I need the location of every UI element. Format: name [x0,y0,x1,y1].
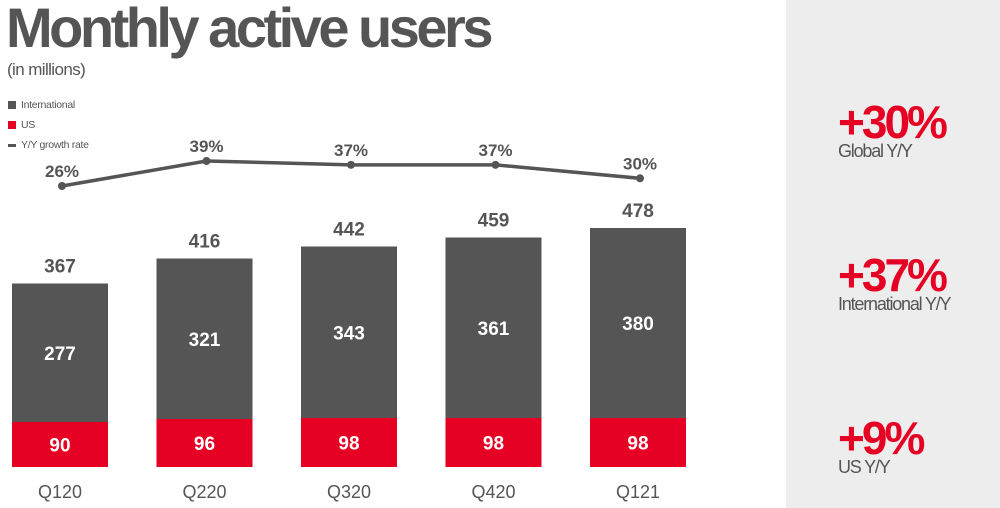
us-swatch-icon [8,121,16,129]
legend-label: Y/Y growth rate [21,139,89,151]
legend-label: US [21,119,35,131]
international-value-label: 380 [622,314,654,335]
x-axis-tick-label: Q121 [616,482,660,502]
us-value-label: 98 [338,434,359,455]
us-value-label: 98 [483,434,504,455]
bar-us-Q121 [590,418,686,467]
international-swatch-icon [8,101,16,109]
x-axis-tick-label: Q120 [38,482,82,502]
growth-rate-point [491,160,500,169]
growth-rate-label: 37% [334,141,368,160]
bar-international-Q420 [445,237,542,418]
bar-us-Q420 [445,418,542,467]
x-axis-tick-label: Q320 [327,482,371,502]
growth-rate-label: 30% [623,154,657,173]
total-value-label: 416 [189,232,221,253]
bar-us-Q120 [12,422,108,467]
kpi-international-value: +37% [838,249,948,301]
bar-international-Q220 [156,258,253,419]
total-value-label: 459 [478,211,510,232]
stacked-bar-chart: 277 90 367 Q120 321 96 416 Q220 343 98 442 Q320 361 9… [12,137,686,502]
us-value-label: 98 [627,434,648,455]
bar-us-Q220 [156,419,253,467]
growth-rate-label: 26% [45,162,79,181]
kpi-global-label: Global Y/Y [838,141,913,161]
kpi-panel: +30% Global Y/Y +37% International Y/Y +… [786,0,1000,508]
legend-item-growth: Y/Y growth rate [8,135,89,155]
kpi-global-value: +30% [838,96,948,148]
bar-international-Q121 [590,228,686,418]
international-value-label: 321 [189,330,221,351]
chart-legend: International US Y/Y growth rate [8,95,89,155]
bar-international-Q320 [301,246,397,418]
total-value-label: 367 [44,257,76,278]
kpi-international: +37% International Y/Y [838,249,952,314]
growth-rate-label: 37% [478,141,512,160]
page-title: Monthly active users [6,0,493,59]
x-axis-tick-label: Q220 [182,482,226,502]
growth-rate-label: 39% [189,137,223,156]
growth-rate-point [58,182,66,190]
x-axis-tick-label: Q420 [471,482,515,502]
kpi-us: +9% US Y/Y [838,412,925,477]
growth-rate-point [347,160,355,169]
kpi-us-label: US Y/Y [838,457,891,477]
growth-line-icon [8,143,16,147]
kpi-global: +30% Global Y/Y [838,96,948,161]
legend-label: International [21,99,75,111]
international-value-label: 343 [333,323,365,344]
total-value-label: 442 [333,220,365,241]
bar-us-Q320 [301,418,397,467]
legend-item-us: US [8,115,89,135]
growth-rate-point [636,174,644,183]
page-subtitle: (in millions) [7,60,86,79]
bar-international-Q120 [12,283,108,422]
legend-item-international: International [8,95,89,115]
kpi-international-label: International Y/Y [838,294,952,314]
total-value-label: 478 [622,201,654,222]
international-value-label: 361 [478,319,510,340]
kpi-us-value: +9% [838,412,925,464]
us-value-label: 96 [194,434,215,455]
growth-rate-point [202,157,211,165]
us-value-label: 90 [49,436,70,457]
international-value-label: 277 [44,344,76,365]
